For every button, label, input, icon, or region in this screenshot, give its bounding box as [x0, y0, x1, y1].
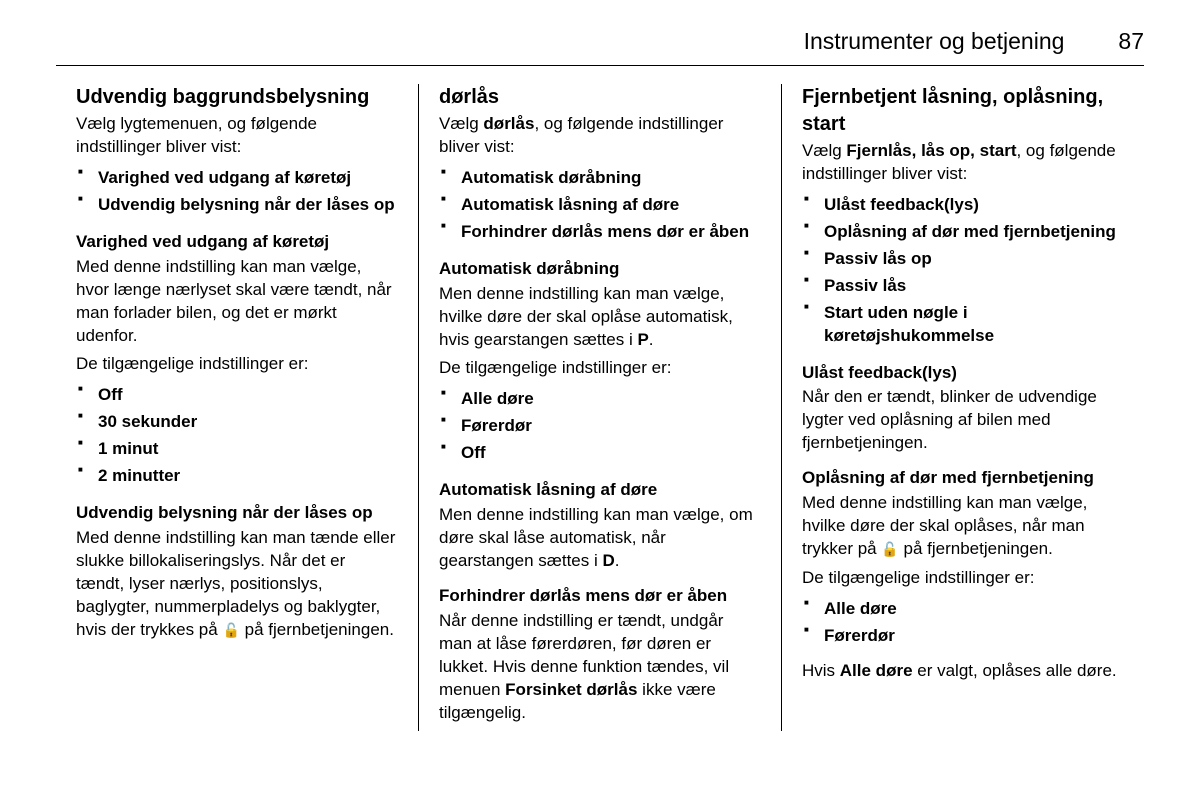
unlock-icon: 🔓: [881, 540, 898, 559]
list-item: Oplåsning af dør med fjernbetjening: [820, 219, 1124, 246]
col3-intro: Vælg Fjernlås, lås op, start, og følgend…: [802, 140, 1124, 186]
list-item: Førerdør: [820, 623, 1124, 650]
page-header: Instrumenter og betjening 87: [56, 28, 1144, 66]
list-item: Automatisk døråbning: [457, 165, 761, 192]
text-bold: Alle døre: [840, 661, 913, 680]
list-item: Start uden nøgle i køretøjshukommelse: [820, 300, 1124, 350]
col2-top-list: Automatisk døråbning Automatisk låsning …: [439, 165, 761, 246]
list-item: Ulåst feedback(lys): [820, 192, 1124, 219]
manual-page: Instrumenter og betjening 87 Udvendig ba…: [0, 0, 1200, 759]
col1-sec1-title: Varighed ved udgang af køretøj: [76, 231, 398, 254]
text: Men denne indstilling kan man vælge, hvi…: [439, 284, 733, 349]
col3-sec2-avail: De tilgængelige indstillinger er:: [802, 567, 1124, 590]
header-title: Instrumenter og betjening: [804, 28, 1065, 55]
list-item: 1 minut: [94, 436, 398, 463]
col1-sec2-body: Med denne indstilling kan man tænde elle…: [76, 527, 398, 642]
col3-sec1-title: Ulåst feedback(lys): [802, 362, 1124, 385]
col1-sec1-avail: De tilgængelige indstillinger er:: [76, 353, 398, 376]
list-item: Udvendig belysning når der låses op: [94, 192, 398, 219]
col2-sec3-body: Når denne indstilling er tændt, undgår m…: [439, 610, 761, 725]
list-item: Automatisk låsning af døre: [457, 192, 761, 219]
list-item: Off: [94, 382, 398, 409]
text: på fjernbetjeningen.: [240, 620, 394, 639]
list-item: Førerdør: [457, 413, 761, 440]
text: på fjernbetjeningen.: [899, 539, 1053, 558]
col1-sec1-body: Med denne indstilling kan man vælge, hvo…: [76, 256, 398, 348]
text: .: [615, 551, 620, 570]
page-number: 87: [1118, 28, 1144, 55]
col3-sec2-opts: Alle døre Førerdør: [802, 596, 1124, 650]
col2-sec3-title: Forhindrer dørlås mens dør er åben: [439, 585, 761, 608]
col2-sec2-title: Automatisk låsning af døre: [439, 479, 761, 502]
text: Vælg: [802, 141, 846, 160]
col2-sec1-opts: Alle døre Førerdør Off: [439, 386, 761, 467]
text: .: [649, 330, 654, 349]
text: Men denne indstilling kan man vælge, om …: [439, 505, 753, 570]
col3-top-list: Ulåst feedback(lys) Oplåsning af dør med…: [802, 192, 1124, 350]
col2-sec1-body: Men denne indstilling kan man vælge, hvi…: [439, 283, 761, 352]
list-item: Varighed ved udgang af køretøj: [94, 165, 398, 192]
col3-sec1-body: Når den er tændt, blinker de udvendige l…: [802, 386, 1124, 455]
col1-intro: Vælg lygtemenuen, og følgende indstillin…: [76, 113, 398, 159]
list-item: Forhindrer dørlås mens dør er åben: [457, 219, 761, 246]
col1-heading: Udvendig baggrundsbelysning: [76, 84, 398, 111]
list-item: 30 sekunder: [94, 409, 398, 436]
list-item: Alle døre: [457, 386, 761, 413]
col2-sec1-title: Automatisk døråbning: [439, 258, 761, 281]
col1-sec1-opts: Off 30 sekunder 1 minut 2 minutter: [76, 382, 398, 490]
list-item: Passiv lås op: [820, 246, 1124, 273]
text: er valgt, oplåses alle døre.: [913, 661, 1117, 680]
col3-heading: Fjernbetjent låsning, oplåsning, start: [802, 84, 1124, 138]
unlock-icon: 🔓: [222, 621, 239, 640]
col3-sec2-title: Oplåsning af dør med fjernbetjening: [802, 467, 1124, 490]
col3-sec2-tail: Hvis Alle døre er valgt, oplåses alle dø…: [802, 660, 1124, 683]
text-bold: dørlås: [483, 114, 534, 133]
list-item: Alle døre: [820, 596, 1124, 623]
list-item: Passiv lås: [820, 273, 1124, 300]
text: Vælg: [439, 114, 483, 133]
text-bold: P: [637, 330, 648, 349]
column-2: dørlås Vælg dørlås, og følgende indstill…: [419, 84, 782, 731]
text-bold: Fjernlås, lås op, start: [846, 141, 1016, 160]
column-3: Fjernbetjent låsning, oplåsning, start V…: [782, 84, 1144, 731]
col2-sec1-avail: De tilgængelige indstillinger er:: [439, 357, 761, 380]
col2-heading: dørlås: [439, 84, 761, 111]
list-item: Off: [457, 440, 761, 467]
content-columns: Udvendig baggrundsbelysning Vælg lygteme…: [56, 84, 1144, 731]
text-bold: Forsinket dørlås: [505, 680, 637, 699]
text: Hvis: [802, 661, 840, 680]
col2-intro: Vælg dørlås, og følgende indstillinger b…: [439, 113, 761, 159]
col1-sec2-title: Udvendig belysning når der låses op: [76, 502, 398, 525]
col3-sec2-body: Med denne indstilling kan man vælge, hvi…: [802, 492, 1124, 561]
col2-sec2-body: Men denne indstilling kan man vælge, om …: [439, 504, 761, 573]
list-item: 2 minutter: [94, 463, 398, 490]
column-1: Udvendig baggrundsbelysning Vælg lygteme…: [56, 84, 419, 731]
text-bold: D: [602, 551, 614, 570]
col1-top-list: Varighed ved udgang af køretøj Udvendig …: [76, 165, 398, 219]
